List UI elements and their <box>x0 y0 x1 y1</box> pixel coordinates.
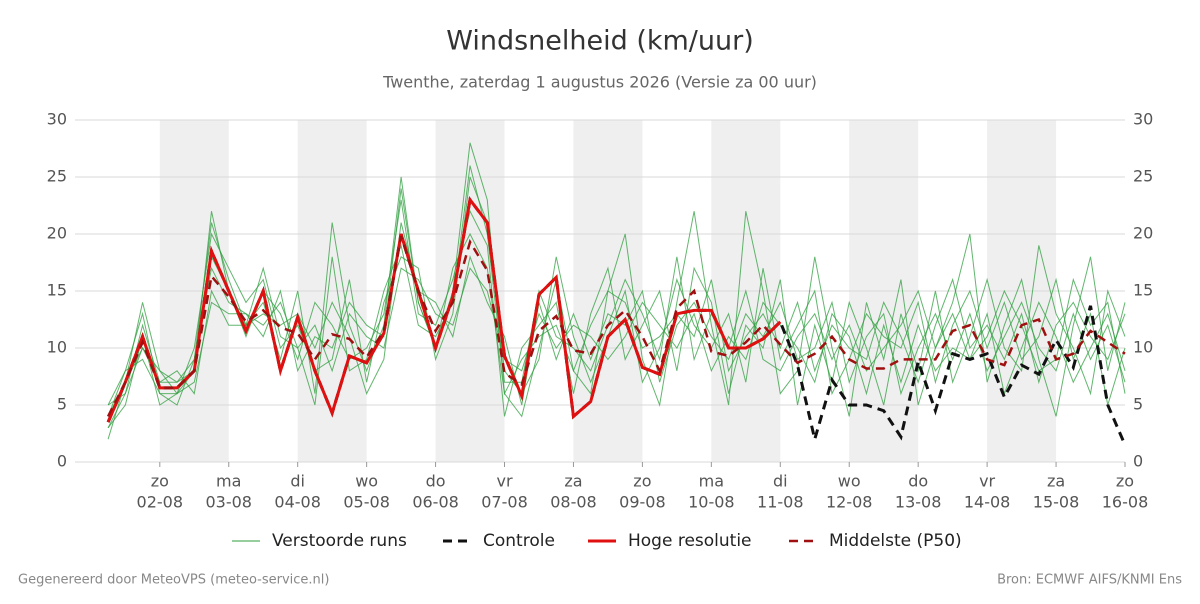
y2-tick-label: 15 <box>1133 281 1153 300</box>
y2-tick-label: 30 <box>1133 110 1153 129</box>
y-tick-label: 0 <box>57 452 67 471</box>
y2-tick-label: 10 <box>1133 338 1153 357</box>
x-tick-label: 11-08 <box>757 493 804 512</box>
x-tick-label: 08-08 <box>550 493 597 512</box>
x-tick-weekday: do <box>426 472 446 491</box>
x-tick-weekday: di <box>290 472 305 491</box>
x-tick-weekday: wo <box>355 472 378 491</box>
x-tick-weekday: ma <box>216 472 241 491</box>
x-tick-label: 13-08 <box>895 493 942 512</box>
x-tick-weekday: zo <box>633 472 651 491</box>
x-tick-weekday: vr <box>979 472 995 491</box>
x-tick-weekday: di <box>773 472 788 491</box>
y-tick-label: 5 <box>57 395 67 414</box>
x-tick-label: 07-08 <box>481 493 528 512</box>
x-tick-weekday: za <box>564 472 582 491</box>
x-tick-label: 03-08 <box>205 493 252 512</box>
x-tick-weekday: za <box>1047 472 1065 491</box>
legend-label: Controle <box>483 531 555 551</box>
x-tick-label: 04-08 <box>274 493 321 512</box>
y2-tick-label: 25 <box>1133 167 1153 186</box>
y-tick-label: 30 <box>47 110 67 129</box>
chart-subtitle: Twenthe, zaterdag 1 augustus 2026 (Versi… <box>382 73 817 92</box>
series-line <box>106 235 1126 417</box>
x-tick-label: 05-08 <box>343 493 390 512</box>
y2-tick-label: 20 <box>1133 224 1153 243</box>
legend-label: Hoge resolutie <box>628 531 752 551</box>
x-tick-label: 15-08 <box>1033 493 1080 512</box>
y2-tick-label: 0 <box>1133 452 1143 471</box>
chart-title: Windsnelheid (km/uur) <box>446 26 754 57</box>
x-tick-weekday: zo <box>151 472 169 491</box>
y2-tick-label: 5 <box>1133 395 1143 414</box>
x-tick-weekday: zo <box>1116 472 1134 491</box>
ensemble-line <box>107 267 1126 406</box>
legend-label: Middelste (P50) <box>829 531 962 551</box>
x-tick-weekday: ma <box>699 472 724 491</box>
y-tick-label: 25 <box>47 167 67 186</box>
y-tick-label: 15 <box>47 281 67 300</box>
x-tick-label: 02-08 <box>137 493 184 512</box>
footer-left: Gegenereerd door MeteoVPS (meteo-service… <box>18 573 329 588</box>
x-tick-label: 16-08 <box>1102 493 1149 512</box>
x-tick-weekday: wo <box>838 472 861 491</box>
x-tick-label: 12-08 <box>826 493 873 512</box>
footer-right: Bron: ECMWF AIFS/KNMI Ens <box>997 573 1182 588</box>
y-tick-label: 20 <box>47 224 67 243</box>
ensemble-line <box>107 176 1126 429</box>
x-tick-label: 14-08 <box>964 493 1011 512</box>
legend-label: Verstoorde runs <box>272 531 407 551</box>
x-tick-label: 06-08 <box>412 493 459 512</box>
x-tick-weekday: do <box>908 472 928 491</box>
x-tick-label: 10-08 <box>688 493 735 512</box>
x-tick-weekday: vr <box>496 472 512 491</box>
ensemble-line <box>107 188 1126 417</box>
y-tick-label: 10 <box>47 338 67 357</box>
x-tick-label: 09-08 <box>619 493 666 512</box>
series-line <box>106 196 1127 446</box>
